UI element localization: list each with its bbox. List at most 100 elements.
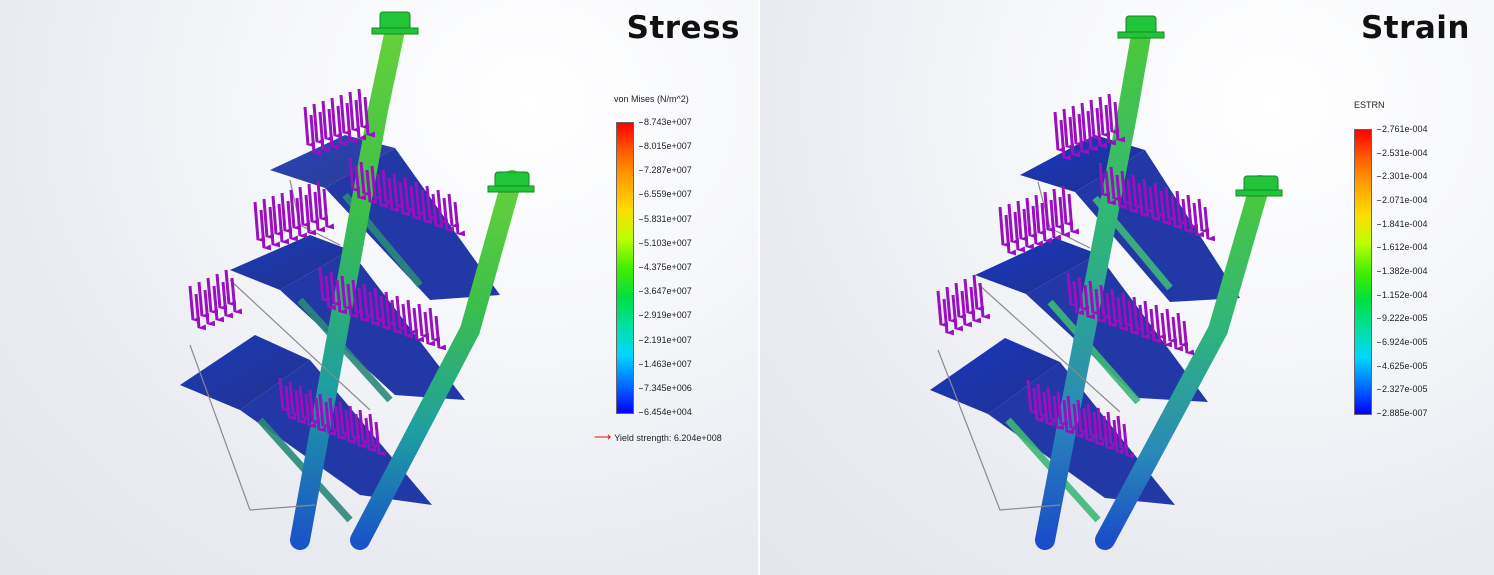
stress-model-viewport[interactable] [0, 0, 758, 575]
load-arrow-icon [376, 173, 389, 209]
load-arrow-icon [1149, 308, 1162, 344]
load-arrow-icon [351, 279, 364, 315]
load-arrow-icon [963, 278, 976, 316]
load-arrow-icon [316, 180, 329, 222]
load-arrow-icon [1026, 379, 1039, 415]
load-arrow-icon [334, 405, 347, 441]
strain-tick: 1.152e-004 [1377, 290, 1428, 300]
load-arrow-icon [280, 192, 293, 234]
load-arrow-icon [1110, 288, 1123, 324]
stress-tick: 2.919e+007 [639, 310, 692, 320]
stress-tick: 3.647e+007 [639, 286, 692, 296]
load-arrow-icon [286, 200, 299, 242]
load-arrow-icon [1165, 308, 1178, 344]
load-arrow-icon [406, 299, 419, 335]
load-arrow-icon [1016, 200, 1029, 242]
load-arrow-icon [403, 177, 416, 213]
strain-tick-list: 2.761e-004 2.531e-004 2.301e-004 2.071e-… [1377, 124, 1482, 418]
load-arrow-icon [1122, 423, 1135, 459]
load-arrow-icon [428, 307, 441, 343]
load-arrow-icon [436, 189, 449, 225]
load-arrow-icon [1131, 174, 1144, 210]
load-arrow-icon [1182, 320, 1195, 356]
load-arrow-icon [212, 285, 225, 323]
stress-title: Stress [626, 10, 740, 46]
load-arrow-icon [1142, 178, 1155, 214]
stress-tick: 7.345e+006 [639, 383, 692, 393]
load-arrow-icon [1113, 101, 1126, 143]
panel-divider [758, 0, 760, 575]
load-arrow-icon [954, 282, 967, 320]
load-arrow-icon [368, 291, 381, 327]
load-arrow-icon [1072, 403, 1085, 439]
load-arrow-icon [1072, 280, 1085, 316]
pipe-columns [1035, 20, 1270, 550]
load-arrow-icon [224, 269, 237, 307]
load-arrow-icon [363, 96, 376, 138]
load-arrow-icon [1059, 119, 1072, 161]
load-arrow-icon [215, 273, 228, 311]
load-arrow-icon [203, 289, 216, 327]
load-arrow-icon [348, 91, 361, 133]
load-arrow-icon [431, 193, 444, 229]
strain-tick: 2.301e-004 [1377, 171, 1428, 181]
load-arrow-icon [358, 409, 371, 445]
yield-strength-text: Yield strength: 6.204e+008 [614, 433, 722, 443]
load-arrow-icon [1096, 407, 1109, 443]
strain-legend: ESTRN 2.761e-004 2.531e-004 2.301e-004 2… [1352, 100, 1492, 430]
load-arrow-icon [1116, 296, 1129, 332]
load-arrow-icon [390, 299, 403, 335]
load-arrow-icon [1203, 206, 1216, 242]
load-arrow-icon [362, 283, 375, 319]
load-arrow-icon [336, 105, 349, 147]
load-arrow-icon [447, 193, 460, 229]
stress-tick: 5.831e+007 [639, 214, 692, 224]
load-arrow-icon [321, 100, 334, 142]
load-arrow-icon [1132, 296, 1145, 332]
load-arrow-icon [278, 377, 291, 413]
load-arrow-icon [1112, 419, 1125, 455]
load-arrow-icon [1089, 99, 1102, 141]
load-arrow-icon [303, 106, 316, 148]
load-arrow-icon [324, 401, 337, 437]
load-arrow-icon [969, 286, 982, 324]
stress-tick: 2.191e+007 [639, 335, 692, 345]
load-arrow-icon [960, 290, 973, 328]
load-arrow-icon [1127, 300, 1140, 336]
load-arrow-icon [423, 311, 436, 347]
load-arrow-icon [357, 287, 370, 323]
strain-tick: 2.531e-004 [1377, 148, 1428, 158]
load-arrow-group [936, 93, 1216, 459]
load-arrow-icon [1098, 96, 1111, 138]
load-arrow-icon [1126, 178, 1139, 214]
load-arrow-icon [268, 206, 281, 248]
load-arrow-icon [1052, 395, 1065, 431]
load-arrow-icon [1068, 116, 1081, 158]
load-arrow-icon [1077, 276, 1090, 312]
strain-tick: 9.222e-005 [1377, 313, 1428, 323]
load-arrow-icon [1046, 387, 1059, 423]
load-arrow-icon [1062, 399, 1075, 435]
load-arrow-icon [368, 413, 381, 449]
load-arrow-icon [348, 405, 361, 441]
load-arrow-icon [1106, 411, 1119, 447]
strain-tick: 6.924e-005 [1377, 337, 1428, 347]
load-arrow-icon [373, 287, 386, 323]
load-arrow-icon [344, 409, 357, 445]
strain-legend-title: ESTRN [1354, 100, 1385, 110]
load-arrow-icon [314, 397, 327, 433]
load-arrow-icon [1025, 197, 1038, 239]
load-arrow-icon [417, 303, 430, 339]
load-arrow-icon [1066, 395, 1079, 431]
load-arrow-icon [1042, 391, 1055, 427]
load-arrow-icon [1175, 190, 1188, 226]
load-arrow-icon [1040, 202, 1053, 244]
load-arrow-icon [1031, 205, 1044, 247]
strain-model-viewport[interactable] [760, 0, 1494, 575]
load-arrow-icon [453, 201, 466, 237]
load-arrow-icon [354, 165, 367, 201]
load-arrow-icon [288, 381, 301, 417]
load-arrow-icon [284, 385, 297, 421]
load-arrow-icon [339, 94, 352, 136]
load-arrow-icon [206, 277, 219, 315]
